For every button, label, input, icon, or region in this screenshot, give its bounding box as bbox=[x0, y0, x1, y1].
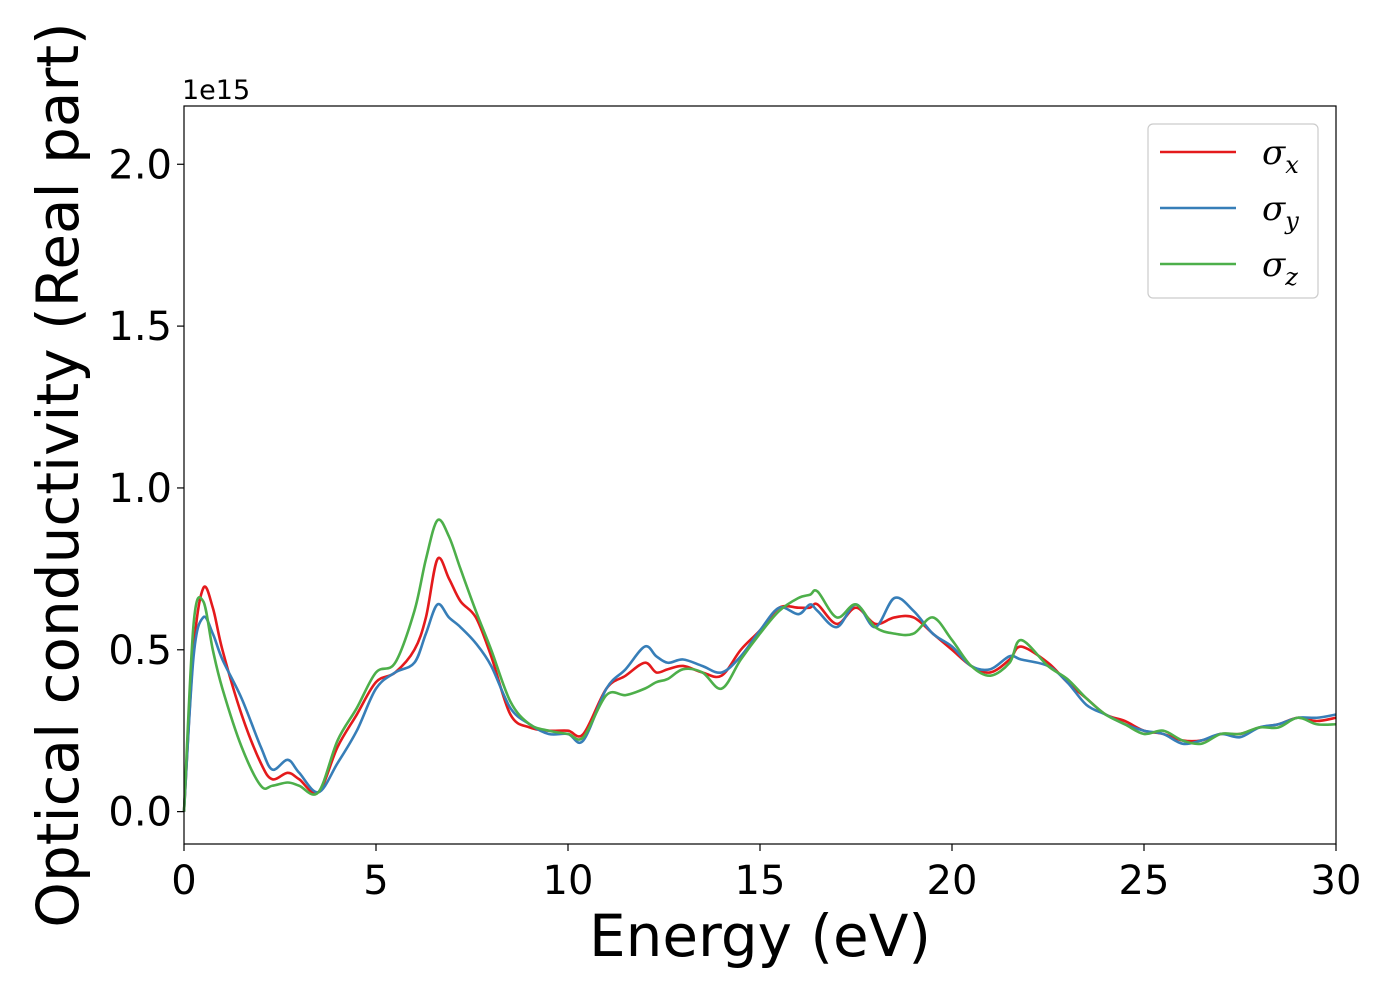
y-axis-title: Optical conductivity (Real part) bbox=[24, 22, 92, 927]
x-tick-label: 10 bbox=[543, 858, 594, 904]
y-axis-ticks: 0.0 0.5 1.0 1.5 2.0 bbox=[108, 142, 184, 836]
legend-label-subscript: y bbox=[1284, 207, 1299, 235]
x-tick-label: 25 bbox=[1119, 858, 1170, 904]
y-offset-label: 1e15 bbox=[182, 75, 250, 106]
x-axis-title: Energy (eV) bbox=[589, 902, 931, 970]
x-axis-ticks: 0 5 10 15 20 25 30 bbox=[171, 844, 1361, 904]
y-tick-label: 0.0 bbox=[108, 790, 172, 836]
x-tick-label: 30 bbox=[1311, 858, 1362, 904]
x-tick-label: 15 bbox=[735, 858, 786, 904]
legend-label-base: σ bbox=[1262, 133, 1286, 173]
y-tick-label: 1.5 bbox=[108, 304, 172, 350]
legend-label-subscript: x bbox=[1285, 151, 1299, 179]
plot-background bbox=[184, 106, 1336, 844]
legend-label-z: σz bbox=[1262, 245, 1298, 291]
y-tick-label: 2.0 bbox=[108, 142, 172, 188]
legend-label-subscript: z bbox=[1284, 263, 1298, 291]
x-tick-label: 5 bbox=[363, 858, 388, 904]
x-tick-label: 0 bbox=[171, 858, 196, 904]
legend-label-base: σ bbox=[1262, 189, 1286, 229]
legend-box bbox=[1147, 123, 1319, 299]
series-line-z bbox=[182, 518, 1337, 812]
legend-label-y: σy bbox=[1262, 189, 1299, 235]
y-tick-label: 1.0 bbox=[108, 466, 172, 512]
series-layer bbox=[182, 518, 1337, 812]
legend-label-x: σx bbox=[1262, 133, 1299, 179]
y-tick-label: 0.5 bbox=[108, 628, 172, 674]
legend-label-base: σ bbox=[1262, 245, 1286, 285]
x-tick-label: 20 bbox=[927, 858, 978, 904]
